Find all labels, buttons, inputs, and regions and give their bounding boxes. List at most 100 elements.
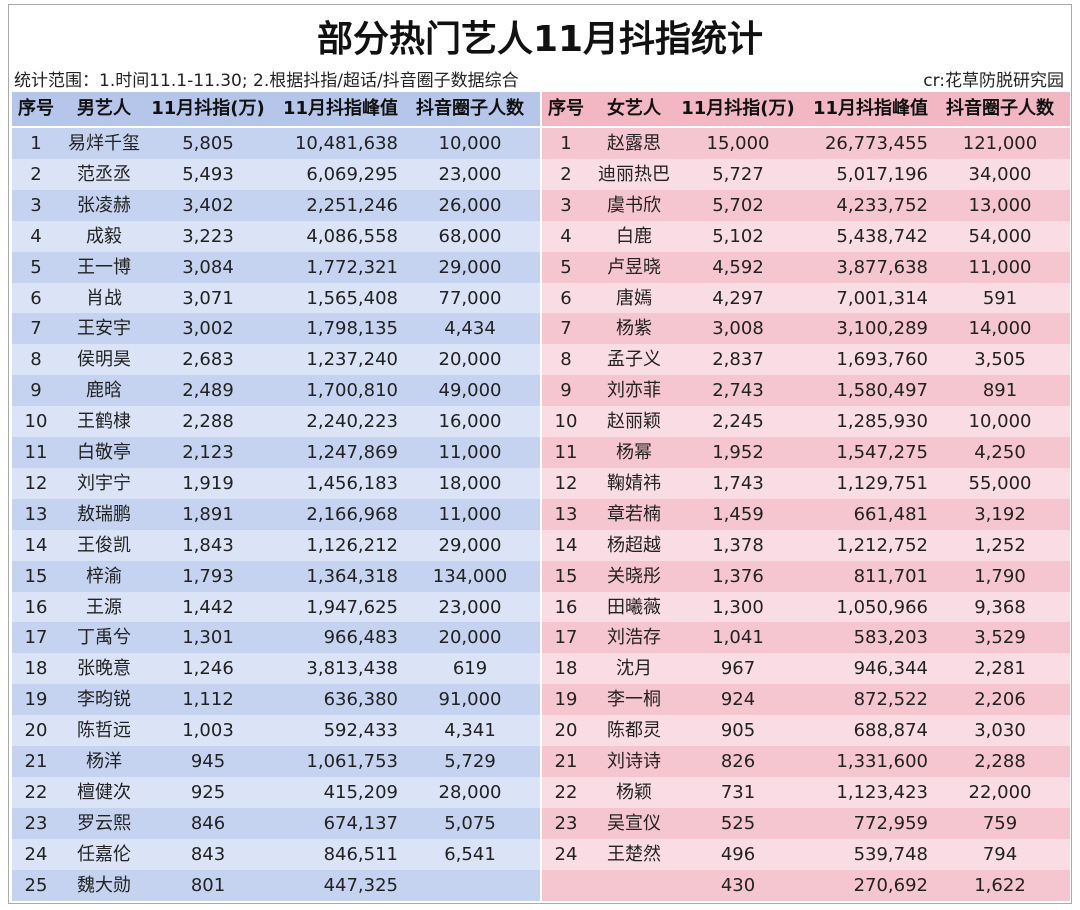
table-cell: 1,793 (182, 565, 234, 587)
table-cell: 20 (24, 720, 48, 742)
table-row: 12 刘宇宁 1,919 1,456,183 18,000 (12, 467, 540, 499)
table-cell: 5,075 (444, 812, 496, 834)
table-cell: 1,772,321 (306, 256, 398, 278)
table-cell: 9 (30, 380, 42, 402)
table-cell: 3,030 (974, 720, 1026, 742)
table-cell: 1 (30, 133, 42, 154)
table-cell: 4,233,752 (836, 194, 928, 216)
table-cell: 王安宇 (77, 318, 131, 340)
table-cell: 19 (554, 689, 578, 711)
table-cell: 1,331,600 (836, 751, 928, 772)
title: 部分热门艺人11月抖指统计 (316, 19, 764, 60)
table-row: 5 卢昱晓 4,592 3,877,638 11,000 (542, 251, 1070, 283)
table-cell: 11 (554, 442, 578, 463)
column-header: 11月抖指峰值 (812, 98, 928, 119)
table-cell: 1,237,240 (306, 349, 398, 371)
column-header: 序号 (18, 98, 54, 119)
table-cell: 68,000 (438, 225, 502, 247)
table-cell: 1,252 (974, 534, 1026, 556)
table-cell: 1,112 (182, 689, 234, 711)
table-row: 4 成毅 3,223 4,086,558 68,000 (12, 220, 540, 252)
table-cell: 成毅 (86, 225, 122, 247)
table-cell: 1,247,869 (306, 442, 398, 463)
table-cell: 7 (30, 318, 42, 340)
table-cell: 592,433 (323, 720, 398, 742)
table-cell: 2,489 (182, 380, 234, 402)
table-cell: 1,919 (182, 472, 234, 494)
table-cell: 王一博 (77, 256, 131, 278)
table-cell: 白敬亭 (77, 442, 131, 463)
table-row: 8 侯明昊 2,683 1,237,240 20,000 (12, 344, 540, 376)
table-cell: 关晓彤 (607, 565, 661, 587)
table-cell: 23,000 (438, 596, 502, 618)
table-cell: 卢昱晓 (607, 256, 661, 278)
table-cell: 3,192 (974, 503, 1026, 525)
table-row: 7 杨紫 3,008 3,100,289 14,000 (542, 313, 1070, 345)
scope: 统计范围：1.时间11.1-11.30; 2.根据抖指/超话/抖音圈子数据综合 (14, 71, 519, 91)
table-cell: 25 (24, 874, 48, 896)
table-row: 17 丁禹兮 1,301 966,483 20,000 (12, 622, 540, 654)
table-cell: 7 (560, 318, 572, 340)
table-row: 9 鹿晗 2,489 1,700,810 49,000 (12, 375, 540, 407)
table-cell: 18 (24, 658, 48, 680)
table-row: 2 迪丽热巴 5,727 5,017,196 34,000 (542, 158, 1070, 190)
table-cell: 22 (554, 781, 578, 803)
table-cell: 415,209 (323, 781, 398, 803)
table-cell: 11 (24, 442, 48, 463)
table-cell: 6 (560, 287, 572, 309)
table-cell: 14 (24, 534, 48, 556)
table-cell: 6,069,295 (306, 163, 398, 185)
table-cell: 17 (554, 627, 578, 649)
table-cell: 田曦薇 (607, 596, 661, 618)
column-header: 11月抖指(万) (681, 98, 795, 119)
table-cell: 王源 (86, 596, 122, 618)
table-cell: 15 (24, 565, 48, 587)
table-row: 16 王源 1,442 1,947,625 23,000 (12, 591, 540, 623)
header-row: 序号 女艺人 11月抖指(万) 11月抖指峰值 抖音圈子人数 (542, 92, 1070, 126)
table-cell: 13 (24, 503, 48, 525)
table-cell: 3,505 (974, 349, 1026, 371)
table-row: 11 杨幂 1,952 1,547,275 4,250 (542, 437, 1070, 468)
table-cell: 966,483 (323, 627, 398, 649)
table-cell: 591 (982, 287, 1018, 309)
column-header: 男艺人 (77, 98, 131, 119)
table-cell: 9,368 (974, 596, 1026, 618)
table-cell: 872,522 (853, 689, 928, 711)
table-cell: 7,001,314 (836, 287, 928, 309)
table-cell: 3 (560, 194, 572, 216)
table-cell: 121,000 (962, 133, 1038, 154)
table-cell: 674,137 (323, 812, 398, 834)
table-row: 3 虞书欣 5,702 4,233,752 13,000 (542, 189, 1070, 221)
table-row: 9 刘亦菲 2,743 1,580,497 891 (542, 375, 1070, 407)
table-cell: 赵露思 (607, 133, 661, 154)
table-row: 21 杨洋 945 1,061,753 5,729 (12, 746, 540, 777)
table-cell: 29,000 (438, 534, 502, 556)
table-cell: 13,000 (968, 194, 1032, 216)
table-cell: 杨幂 (616, 442, 652, 463)
table-cell: 134,000 (432, 565, 508, 587)
table-row: 2 范丞丞 5,493 6,069,295 23,000 (12, 158, 540, 190)
table-cell: 19 (24, 689, 48, 711)
table-cell: 1 (560, 133, 572, 154)
table-cell: 陈都灵 (607, 720, 661, 742)
table-row: 25 魏大勋 801 447,325 (12, 869, 540, 901)
table-cell: 826 (720, 751, 756, 772)
table-cell: 1,891 (182, 503, 234, 525)
table-cell: 3,002 (182, 318, 234, 340)
table-row: 7 王安宇 3,002 1,798,135 4,434 (12, 313, 540, 345)
table-cell: 967 (720, 658, 756, 680)
table-cell: 843 (190, 843, 226, 865)
table-cell: 5 (560, 256, 572, 278)
table-cell: 91,000 (438, 689, 502, 711)
table-cell: 10 (24, 411, 48, 433)
table-cell: 杨颖 (616, 781, 652, 803)
table-cell: 张凌赫 (77, 194, 131, 216)
table-cell: 11,000 (968, 256, 1032, 278)
table-cell: 10 (554, 411, 578, 433)
table-cell: 688,874 (853, 720, 928, 742)
table-cell: 496 (720, 843, 756, 865)
table-cell: 肖战 (86, 287, 122, 309)
table-cell: 2,281 (974, 658, 1026, 680)
table-cell: 鞠婧祎 (607, 472, 661, 494)
table-row: 16 田曦薇 1,300 1,050,966 9,368 (542, 591, 1070, 623)
